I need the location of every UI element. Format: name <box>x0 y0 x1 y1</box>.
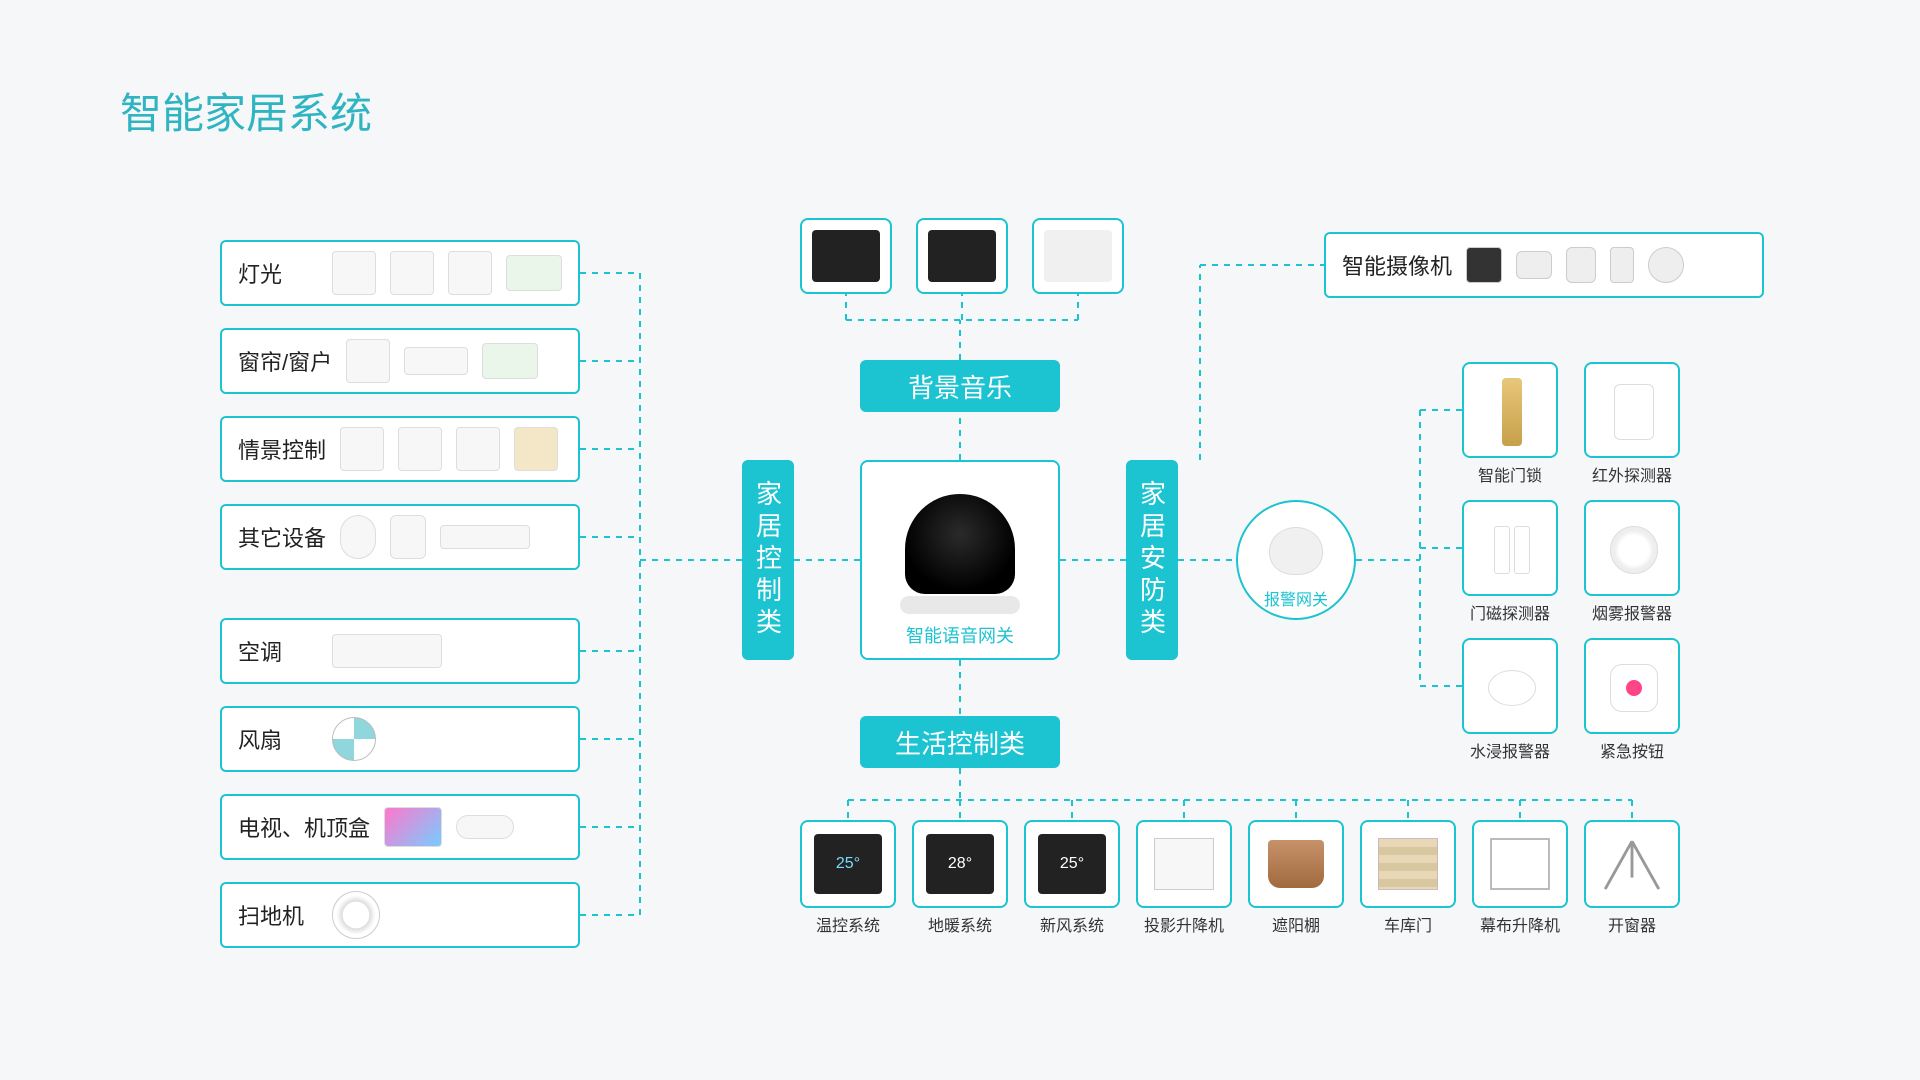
sec-panic-button <box>1584 638 1680 734</box>
fan-icon <box>332 717 376 761</box>
camera-icon <box>1466 247 1502 283</box>
sec-label: 门磁探测器 <box>1462 600 1558 624</box>
row-vacuum: 扫地机 <box>220 882 580 948</box>
life-screen-lift <box>1472 820 1568 908</box>
alarm-gateway-label: 报警网关 <box>1236 586 1356 610</box>
life-garage-door <box>1360 820 1456 908</box>
category-home-security: 家居安防类 <box>1126 460 1178 660</box>
life-fresh-air: 25° <box>1024 820 1120 908</box>
sec-label: 烟雾报警器 <box>1584 600 1680 624</box>
life-label: 幕布升降机 <box>1472 912 1568 936</box>
row-lighting: 灯光 <box>220 240 580 306</box>
sec-label: 紧急按钮 <box>1584 738 1680 762</box>
sec-ir-detector <box>1584 362 1680 458</box>
row-fan: 风扇 <box>220 706 580 772</box>
sec-smoke-alarm <box>1584 500 1680 596</box>
row-label: 灯光 <box>238 257 318 289</box>
life-label: 遮阳棚 <box>1248 912 1344 936</box>
row-other: 其它设备 <box>220 504 580 570</box>
row-label: 其它设备 <box>238 521 326 553</box>
sec-label: 智能门锁 <box>1462 462 1558 486</box>
row-label: 风扇 <box>238 723 318 755</box>
life-floor-heating: 28° <box>912 820 1008 908</box>
camera-icon <box>1516 251 1552 279</box>
music-device-2 <box>916 218 1008 294</box>
row-label: 电视、机顶盒 <box>238 811 370 843</box>
category-home-control: 家居控制类 <box>742 460 794 660</box>
sec-door-sensor <box>1462 500 1558 596</box>
vacuum-icon <box>332 891 380 939</box>
page-title: 智能家居系统 <box>120 80 372 141</box>
camera-label: 智能摄像机 <box>1342 249 1452 281</box>
row-scene: 情景控制 <box>220 416 580 482</box>
row-curtain: 窗帘/窗户 <box>220 328 580 394</box>
life-label: 地暖系统 <box>912 912 1008 936</box>
life-label: 新风系统 <box>1024 912 1120 936</box>
row-ac: 空调 <box>220 618 580 684</box>
row-label: 扫地机 <box>238 899 318 931</box>
life-label: 车库门 <box>1360 912 1456 936</box>
sec-water-alarm <box>1462 638 1558 734</box>
camera-icon <box>1610 247 1634 283</box>
camera-row: 智能摄像机 <box>1324 232 1764 298</box>
row-tv: 电视、机顶盒 <box>220 794 580 860</box>
life-label: 投影升降机 <box>1136 912 1232 936</box>
row-label: 情景控制 <box>238 433 326 465</box>
gateway-icon <box>1269 527 1323 575</box>
row-label: 空调 <box>238 635 318 667</box>
life-window-opener <box>1584 820 1680 908</box>
hub-device-icon <box>905 494 1015 594</box>
life-projector-lift <box>1136 820 1232 908</box>
sec-label: 水浸报警器 <box>1462 738 1558 762</box>
life-awning <box>1248 820 1344 908</box>
category-music: 背景音乐 <box>860 360 1060 412</box>
category-life: 生活控制类 <box>860 716 1060 768</box>
music-device-3 <box>1032 218 1124 294</box>
camera-icon <box>1566 247 1596 283</box>
row-label: 窗帘/窗户 <box>238 345 332 377</box>
hub-box: 智能语音网关 <box>860 460 1060 660</box>
life-label: 温控系统 <box>800 912 896 936</box>
camera-icon <box>1648 247 1684 283</box>
music-device-1 <box>800 218 892 294</box>
life-label: 开窗器 <box>1584 912 1680 936</box>
life-thermostat: 25° <box>800 820 896 908</box>
sec-smart-lock <box>1462 362 1558 458</box>
sec-label: 红外探测器 <box>1584 462 1680 486</box>
hub-label: 智能语音网关 <box>862 622 1058 648</box>
